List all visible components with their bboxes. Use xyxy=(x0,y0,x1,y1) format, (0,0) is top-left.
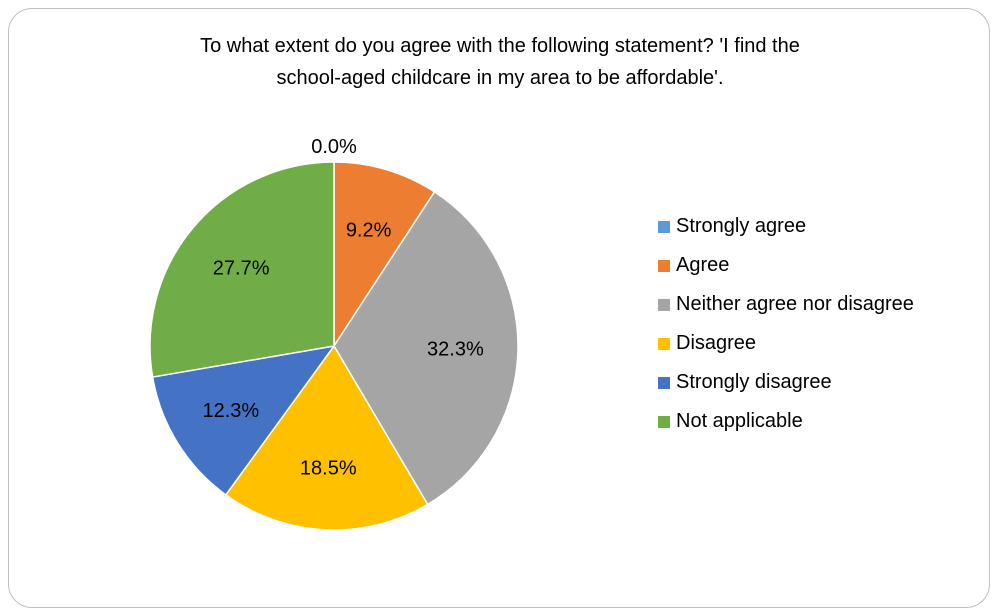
data-label-strongly-disagree: 12.3% xyxy=(202,400,259,422)
chart-title-line-2: school-aged childcare in my area to be a… xyxy=(276,67,724,89)
chart-title-line-1: To what extent do you agree with the fol… xyxy=(200,35,800,57)
legend-item-disagree: Disagree xyxy=(658,324,914,363)
legend-label-strongly-agree: Strongly agree xyxy=(676,215,807,237)
pie-slice-neither-agree-nor-disagree xyxy=(333,190,519,506)
pie-slice-strongly-disagree xyxy=(151,344,336,496)
legend-swatch-strongly-agree xyxy=(658,220,670,233)
legend-item-agree: Agree xyxy=(658,246,914,285)
legend-item-neither-agree-nor-disagree: Neither agree nor disagree xyxy=(658,285,914,324)
chart-title: To what extent do you agree with the fol… xyxy=(80,30,920,94)
legend-label-agree: Agree xyxy=(676,254,730,276)
legend-label-not-applicable: Not applicable xyxy=(676,410,803,432)
pie-slice-disagree xyxy=(224,344,429,531)
data-label-neither-agree-nor-disagree: 32.3% xyxy=(427,339,484,361)
data-label-not-applicable: 27.7% xyxy=(213,258,270,280)
legend-label-strongly-disagree: Strongly disagree xyxy=(676,371,832,393)
pie-chart: 0.0% 9.2% 32.3% 18.5% 12.3% 27.7% xyxy=(149,136,519,531)
legend-swatch-strongly-disagree xyxy=(658,376,670,389)
legend-item-strongly-disagree: Strongly disagree xyxy=(658,363,914,402)
legend-swatch-agree xyxy=(658,259,670,272)
pie-slice-not-applicable xyxy=(149,161,335,378)
legend-swatch-disagree xyxy=(658,337,670,350)
pie-slice-agree xyxy=(333,161,436,349)
legend-item-strongly-agree: Strongly agree xyxy=(658,207,914,246)
data-label-disagree: 18.5% xyxy=(300,457,357,479)
data-label-strongly-agree: 0.0% xyxy=(311,136,357,158)
legend: Strongly agree Agree Neither agree nor dis… xyxy=(658,207,914,441)
data-label-agree: 9.2% xyxy=(346,220,392,242)
legend-label-disagree: Disagree xyxy=(676,332,757,354)
legend-item-not-applicable: Not applicable xyxy=(658,402,914,441)
legend-label-neither-agree-nor-disagree: Neither agree nor disagree xyxy=(676,293,914,315)
legend-swatch-not-applicable xyxy=(658,415,670,428)
legend-swatch-neither-agree-nor-disagree xyxy=(658,298,670,311)
